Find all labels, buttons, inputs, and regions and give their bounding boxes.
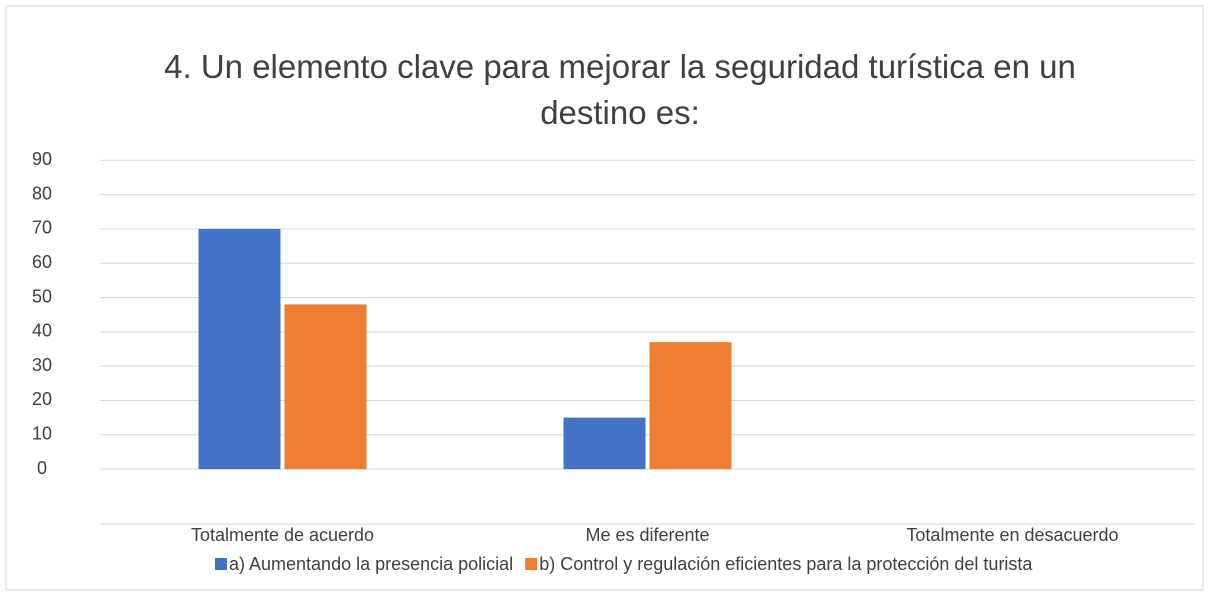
bar	[284, 304, 367, 470]
x-tick-label: Totalmente de acuerdo	[191, 525, 374, 545]
x-tick-label: Totalmente en desacuerdo	[906, 525, 1118, 545]
y-tick-label: 30	[32, 355, 52, 375]
y-tick-label: 50	[32, 286, 52, 306]
legend-label: a) Aumentando la presencia policial	[229, 554, 513, 574]
x-tick-label: Me es diferente	[585, 525, 709, 545]
y-tick-label: 70	[32, 218, 52, 238]
legend-label: b) Control y regulación eficientes para …	[539, 554, 1033, 574]
bar	[649, 342, 732, 470]
y-tick-label: 20	[32, 389, 52, 409]
y-tick-label: 60	[32, 252, 52, 272]
y-tick-label: 10	[32, 424, 52, 444]
y-tick-label: 80	[32, 183, 52, 203]
legend-swatch	[215, 558, 227, 570]
chart-title: 4. Un elemento clave para mejorar la seg…	[164, 48, 1076, 131]
y-tick-label: 0	[37, 458, 47, 478]
y-tick-label: 90	[32, 149, 52, 169]
bar	[563, 417, 646, 470]
legend-swatch	[525, 558, 538, 570]
bar	[198, 228, 281, 470]
y-tick-label: 40	[32, 321, 52, 341]
